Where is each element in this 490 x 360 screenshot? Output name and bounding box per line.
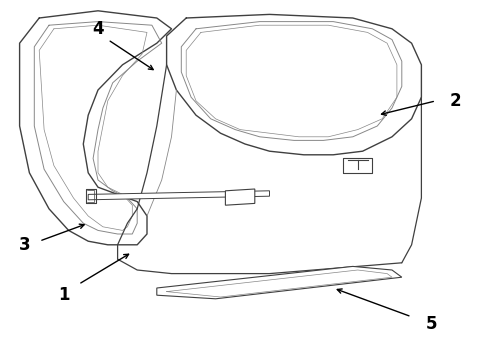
Text: 3: 3 <box>19 236 30 254</box>
Polygon shape <box>225 189 255 205</box>
Text: 4: 4 <box>92 20 104 38</box>
Polygon shape <box>88 191 270 200</box>
Text: 5: 5 <box>425 315 437 333</box>
Text: 2: 2 <box>450 92 462 110</box>
Text: 1: 1 <box>58 286 70 304</box>
Polygon shape <box>157 266 402 299</box>
